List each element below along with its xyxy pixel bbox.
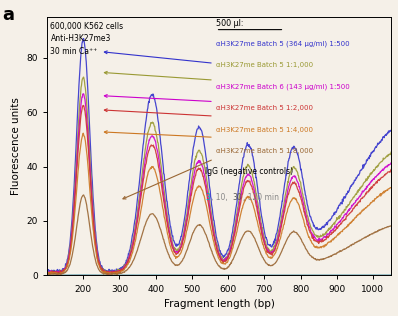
Text: αH3K27me Batch 5 (364 μg/ml) 1:500: αH3K27me Batch 5 (364 μg/ml) 1:500 [216,41,349,47]
Text: αH3K27me Batch 5 1:2,000: αH3K27me Batch 5 1:2,000 [216,105,312,111]
Text: αH3K27me Batch 5 1:8,000: αH3K27me Batch 5 1:8,000 [216,148,313,154]
Text: αH3K27me Batch 6 (143 μg/ml) 1:500: αH3K27me Batch 6 (143 μg/ml) 1:500 [216,84,349,90]
X-axis label: Fragment length (bp): Fragment length (bp) [164,299,275,309]
Text: 3: 3 [205,193,210,202]
Text: 500 μl:: 500 μl: [216,19,243,28]
Text: , 120 min: , 120 min [243,193,279,202]
Text: IgG (negative controls): IgG (negative controls) [205,167,293,176]
Text: αH3K27me Batch 5 1:1,000: αH3K27me Batch 5 1:1,000 [216,62,313,68]
Text: a: a [2,6,14,24]
Y-axis label: Fluorescence units: Fluorescence units [11,97,21,195]
Text: 600,000 K562 cells
Anti-H3K27me3
30 min Ca⁺⁺: 600,000 K562 cells Anti-H3K27me3 30 min … [51,22,124,56]
Text: αH3K27me Batch 5 1:4,000: αH3K27me Batch 5 1:4,000 [216,127,312,133]
Text: 30: 30 [232,193,242,202]
Text: , 10,: , 10, [211,193,230,202]
